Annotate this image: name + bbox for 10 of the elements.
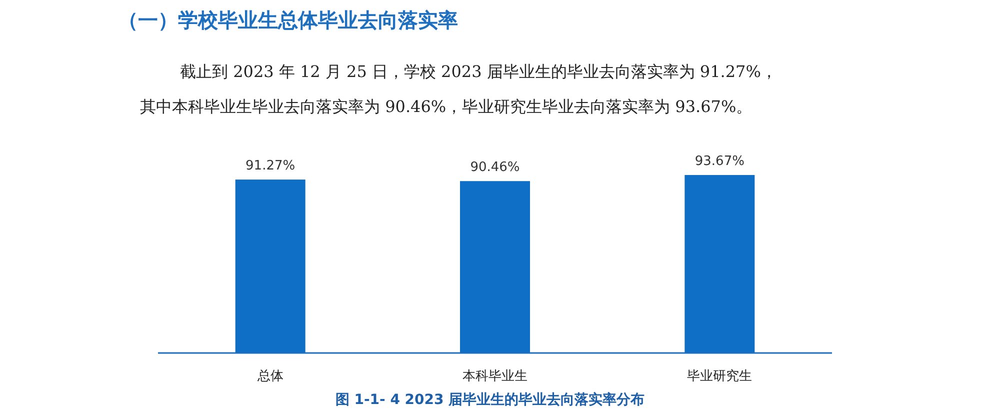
data-label: 91.27% xyxy=(246,158,296,174)
text: 其中本科毕业生毕业去向落实率为 90.46%，毕业研究生毕业去向落实率为 93.67%。 xyxy=(140,97,752,116)
chart-title: （一）学校毕业生总体毕业去向落实率 xyxy=(118,8,458,32)
x-tick-label: 本科毕业生 xyxy=(462,369,528,384)
caption: 图 1-1- 4 2023 届毕业生的毕业去向落实率分布 xyxy=(335,391,645,408)
data-label: 93.67% xyxy=(694,154,744,169)
x-tick-label: 毕业研究生 xyxy=(687,369,752,384)
x-tick-label: 总体 xyxy=(256,369,284,384)
text: 截止到 2023 年 12 月 25 日，学校 2023 届毕业生的毕业去向落实率为 91.27%， xyxy=(180,62,777,81)
data-label: 90.46% xyxy=(470,160,520,176)
